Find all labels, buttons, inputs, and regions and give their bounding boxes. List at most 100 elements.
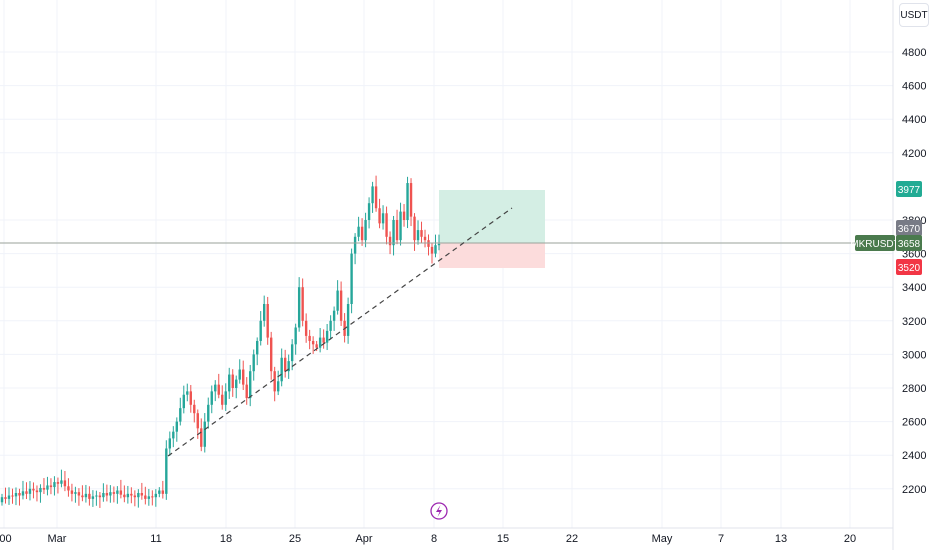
candle	[353, 233, 357, 265]
candle	[151, 490, 154, 506]
candle	[60, 469, 63, 488]
candle	[81, 485, 84, 502]
candle	[399, 202, 402, 246]
candle	[168, 431, 172, 456]
candle	[385, 206, 388, 245]
candle	[4, 487, 7, 504]
candle	[287, 354, 290, 379]
candle	[189, 384, 192, 413]
candle	[144, 486, 147, 505]
candle	[7, 487, 11, 505]
lightning-icon[interactable]	[430, 502, 448, 520]
candle	[53, 476, 56, 496]
time-tick-label: 15	[497, 533, 509, 545]
candle	[21, 480, 25, 500]
candle	[346, 297, 350, 344]
candle	[249, 364, 252, 407]
candle	[297, 277, 301, 332]
candle	[322, 329, 325, 349]
candle	[11, 488, 14, 504]
candle	[32, 482, 35, 499]
candle	[283, 349, 287, 378]
time-tick-label: Mar	[48, 533, 67, 545]
candle	[256, 337, 259, 366]
candle	[395, 209, 399, 245]
candle	[105, 484, 109, 502]
candle	[175, 417, 178, 442]
candle	[49, 478, 53, 495]
candle	[161, 480, 165, 499]
time-tick-label: 22	[566, 533, 578, 545]
target-price-badge: 3977	[896, 181, 922, 197]
candle	[95, 490, 98, 506]
candle	[430, 242, 434, 264]
price-tick-label: 2400	[902, 450, 926, 462]
candle	[235, 375, 238, 399]
candle	[154, 489, 158, 507]
take-profit-zone[interactable]	[439, 190, 545, 243]
price-tick-label: 4200	[902, 148, 926, 160]
candle	[126, 485, 130, 504]
candle	[140, 482, 144, 500]
candle	[350, 248, 353, 314]
candle	[67, 478, 70, 497]
candle	[367, 197, 371, 229]
candle	[109, 485, 112, 503]
svg-text:3520: 3520	[898, 263, 921, 274]
candle	[217, 373, 220, 399]
candle	[364, 212, 367, 248]
time-axis[interactable]: :00 Mar 11 18 25 Apr 8 15 22 May 7 13 20	[0, 527, 893, 545]
price-tick-label: 4600	[902, 81, 926, 93]
trendline-drawing[interactable]	[167, 207, 513, 457]
candle	[357, 216, 360, 242]
price-tick-label: 3400	[902, 282, 926, 294]
stop-price-badge: 3520	[896, 259, 922, 275]
candle	[231, 369, 234, 397]
price-tick-label: 3000	[902, 349, 926, 361]
svg-text:3977: 3977	[898, 185, 921, 196]
candle	[116, 486, 119, 504]
candle	[70, 483, 74, 502]
candle	[102, 483, 105, 502]
candle	[437, 234, 441, 251]
candle	[46, 476, 49, 496]
candle	[18, 488, 21, 506]
candle	[378, 198, 381, 229]
candle	[200, 418, 203, 452]
candle	[381, 205, 385, 230]
candle	[221, 385, 224, 410]
candle	[311, 336, 315, 354]
candle	[77, 488, 81, 506]
candle	[35, 485, 39, 502]
candle	[98, 491, 102, 508]
candle	[179, 397, 182, 426]
time-tick-label: 8	[431, 533, 437, 545]
candle	[259, 311, 262, 346]
time-tick-label: May	[652, 533, 673, 545]
candle	[304, 313, 308, 343]
candle	[172, 426, 175, 448]
candle	[252, 349, 255, 381]
time-tick-label: 25	[289, 533, 301, 545]
currency-selector-button[interactable]: USDT	[899, 3, 929, 27]
candle	[318, 328, 322, 353]
candle	[158, 487, 161, 498]
candle	[290, 339, 294, 371]
time-tick-label: 18	[220, 533, 232, 545]
price-tick-label: 2600	[902, 417, 926, 429]
stop-loss-zone[interactable]	[439, 243, 545, 268]
candle	[210, 385, 213, 414]
candle	[0, 493, 4, 506]
candle-series	[0, 175, 441, 508]
candle	[119, 479, 123, 499]
candle	[294, 323, 297, 355]
price-tick-label: 2800	[902, 383, 926, 395]
candle	[392, 215, 395, 256]
candle	[276, 370, 280, 396]
candle	[25, 482, 28, 500]
candle	[423, 229, 427, 248]
candle	[409, 178, 413, 227]
candle	[203, 413, 206, 453]
time-tick-label: 11	[150, 533, 161, 545]
